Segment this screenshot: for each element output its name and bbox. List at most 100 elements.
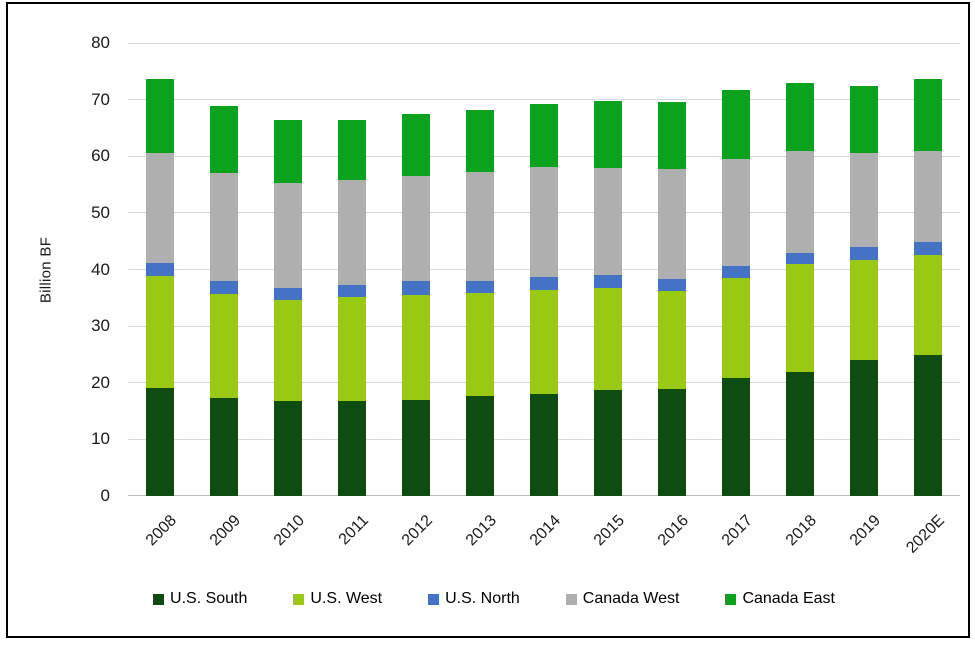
y-tick-label-60: 60: [91, 146, 110, 166]
bar-segment-u-s-north-2018: [786, 252, 814, 265]
x-tick-label-2020e: 2020E: [903, 512, 949, 557]
bar-segment-canada-east-2011: [338, 120, 366, 181]
bar-segment-u-s-south-2008: [146, 388, 174, 496]
bar-segment-u-s-north-2017: [722, 266, 750, 278]
bar-segment-u-s-south-2020e: [914, 355, 942, 496]
bar-segment-canada-east-2013: [466, 109, 494, 172]
bar-segment-u-s-south-2014: [530, 394, 558, 496]
bar-segment-u-s-south-2011: [338, 400, 366, 496]
bar-segment-u-s-south-2013: [466, 396, 494, 496]
bar-segment-u-s-west-2010: [274, 299, 302, 401]
y-tick-label-50: 50: [91, 202, 110, 222]
bar-segment-u-s-north-2008: [146, 262, 174, 277]
y-tick-label-0: 0: [100, 486, 110, 505]
legend-swatch-u-s-north: [428, 593, 440, 605]
bar-segment-canada-east-2020e: [914, 78, 942, 151]
legend: U.S. South U.S. West U.S. North Canada West…: [14, 590, 974, 608]
x-tick-label-2009: 2009: [206, 512, 245, 550]
gridline-70: [128, 99, 960, 101]
bar-segment-canada-east-2019: [850, 86, 878, 154]
bar-segment-canada-west-2013: [466, 171, 494, 282]
bar-segment-u-s-north-2016: [658, 279, 686, 292]
bar-segment-canada-east-2008: [146, 79, 174, 154]
bar-segment-u-s-north-2015: [594, 275, 622, 289]
bar-segment-canada-west-2011: [338, 180, 366, 285]
bar-segment-canada-east-2009: [210, 105, 238, 173]
bar-segment-canada-east-2018: [786, 83, 814, 152]
bar-segment-u-s-west-2018: [786, 264, 814, 372]
x-tick-label-2014: 2014: [526, 512, 565, 550]
y-tick-label-10: 10: [91, 429, 110, 449]
x-tick-label-2013: 2013: [462, 512, 501, 550]
legend-swatch-u-s-south: [153, 593, 165, 605]
legend-item-u-s-west: U.S. West: [293, 590, 382, 608]
plot-area: [128, 42, 960, 496]
bar-segment-u-s-south-2017: [722, 378, 750, 496]
bar-segment-u-s-north-2009: [210, 280, 238, 294]
bar-segment-u-s-west-2008: [146, 276, 174, 389]
bar-segment-u-s-west-2013: [466, 293, 494, 397]
x-tick-label-2019: 2019: [846, 512, 885, 550]
bar-segment-u-s-north-2014: [530, 276, 558, 291]
x-tick-label-2012: 2012: [398, 512, 437, 550]
legend-item-canada-east: Canada East: [725, 590, 835, 608]
bar-segment-u-s-west-2020e: [914, 254, 942, 356]
bar-segment-canada-west-2009: [210, 172, 238, 281]
legend-label-u-s-south: U.S. South: [170, 590, 248, 607]
y-tick-label-70: 70: [91, 89, 110, 109]
bar-segment-u-s-south-2016: [658, 388, 686, 496]
x-tick-label-2017: 2017: [718, 512, 757, 550]
legend-item-canada-west: Canada West: [565, 590, 680, 608]
y-tick-label-40: 40: [91, 259, 110, 279]
bar-segment-u-s-west-2009: [210, 293, 238, 399]
bar-segment-u-s-south-2015: [594, 390, 622, 496]
legend-item-u-s-north: U.S. North: [428, 590, 520, 608]
x-tick-label-2008: 2008: [142, 512, 181, 550]
legend-swatch-canada-west: [565, 593, 577, 605]
bar-segment-u-s-north-2019: [850, 247, 878, 260]
bar-segment-u-s-north-2010: [274, 287, 302, 300]
x-tick-label-2016: 2016: [654, 512, 693, 550]
bar-segment-u-s-north-2011: [338, 284, 366, 298]
y-tick-label-20: 20: [91, 372, 110, 392]
bar-segment-u-s-south-2012: [402, 399, 430, 496]
bar-segment-canada-west-2014: [530, 167, 558, 277]
legend-label-canada-east: Canada East: [742, 590, 835, 607]
bar-segment-canada-east-2015: [594, 100, 622, 168]
bar-segment-canada-east-2014: [530, 104, 558, 168]
bar-segment-u-s-north-2020e: [914, 241, 942, 255]
bar-segment-u-s-west-2011: [338, 297, 366, 401]
bar-segment-canada-west-2020e: [914, 150, 942, 242]
legend-swatch-canada-east: [725, 593, 737, 605]
bar-segment-canada-west-2017: [722, 158, 750, 267]
bar-segment-canada-east-2012: [402, 113, 430, 177]
bar-segment-canada-west-2012: [402, 176, 430, 282]
x-tick-label-2010: 2010: [270, 512, 309, 550]
bar-segment-canada-west-2016: [658, 168, 686, 280]
legend-label-canada-west: Canada West: [582, 590, 680, 607]
bar-segment-u-s-south-2019: [850, 360, 878, 496]
legend-label-u-s-west: U.S. West: [310, 590, 383, 607]
bar-segment-canada-east-2016: [658, 102, 686, 169]
bar-segment-u-s-west-2017: [722, 278, 750, 379]
bar-segment-u-s-south-2018: [786, 372, 814, 496]
bar-segment-canada-west-2019: [850, 153, 878, 248]
bar-segment-u-s-north-2013: [466, 281, 494, 294]
x-tick-label-2015: 2015: [590, 512, 629, 550]
legend-label-u-s-north: U.S. North: [445, 590, 520, 607]
bar-segment-canada-east-2010: [274, 120, 302, 184]
bar-segment-u-s-west-2015: [594, 288, 622, 391]
legend-item-u-s-south: U.S. South: [153, 590, 247, 608]
bar-segment-canada-west-2018: [786, 151, 814, 253]
y-tick-label-80: 80: [91, 33, 110, 52]
chart-frame: Billion BF 0 10 20 30 40 50 60 70 80 2008 2009 201…: [6, 2, 970, 638]
bar-segment-u-s-west-2012: [402, 295, 430, 400]
x-tick-label-2018: 2018: [782, 512, 821, 550]
gridline-80: [128, 42, 960, 44]
bar-segment-u-s-west-2019: [850, 259, 878, 361]
bar-segment-u-s-west-2014: [530, 290, 558, 395]
y-tick-label-30: 30: [91, 316, 110, 336]
bar-segment-u-s-west-2016: [658, 291, 686, 389]
bar-segment-u-s-south-2009: [210, 398, 238, 496]
bar-segment-canada-west-2010: [274, 183, 302, 288]
